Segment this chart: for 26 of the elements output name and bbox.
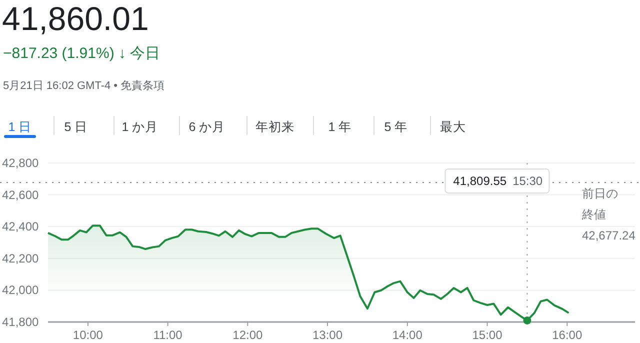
x-tick-label: 16:00 bbox=[552, 328, 582, 342]
y-tick-label: 42,000 bbox=[2, 283, 40, 298]
text: 5 日 bbox=[64, 120, 88, 134]
y-tick-label: 42,400 bbox=[2, 220, 40, 234]
text: 1 か月 bbox=[122, 120, 158, 134]
chart-title: 41,860.01 bbox=[2, 0, 149, 37]
y-tick-label: 42,200 bbox=[2, 251, 40, 266]
annotation: 41,809.55 15:30 bbox=[453, 174, 543, 188]
text: 1 日 bbox=[8, 120, 32, 134]
ref-line-label: 前日の終値 42,677.24 bbox=[581, 186, 636, 243]
text: 最大 bbox=[440, 120, 466, 134]
text: 5 年 bbox=[384, 120, 408, 134]
y-tick-label: 41,800 bbox=[2, 315, 40, 329]
text: 5月21日 16:02 GMT-4 • 免責条項 bbox=[3, 79, 165, 92]
x-tick-label: 13:00 bbox=[312, 328, 343, 342]
x-tick-label: 14:00 bbox=[392, 328, 423, 342]
x-tick-label: 11:00 bbox=[153, 328, 183, 342]
x-tick-label: 12:00 bbox=[232, 328, 263, 342]
text: 年初来 bbox=[256, 120, 294, 134]
x-tick-label: 15:00 bbox=[472, 328, 503, 342]
y-tick-label: 42,800 bbox=[2, 156, 40, 170]
y-tick-label: 42,600 bbox=[2, 188, 40, 202]
x-tick-label: 10:00 bbox=[72, 328, 104, 342]
text: 1 年 bbox=[328, 120, 352, 134]
text: 6 か月 bbox=[188, 120, 226, 134]
chart-subtitle: −817.23 (1.91%) ↓ 今日 bbox=[3, 45, 160, 62]
